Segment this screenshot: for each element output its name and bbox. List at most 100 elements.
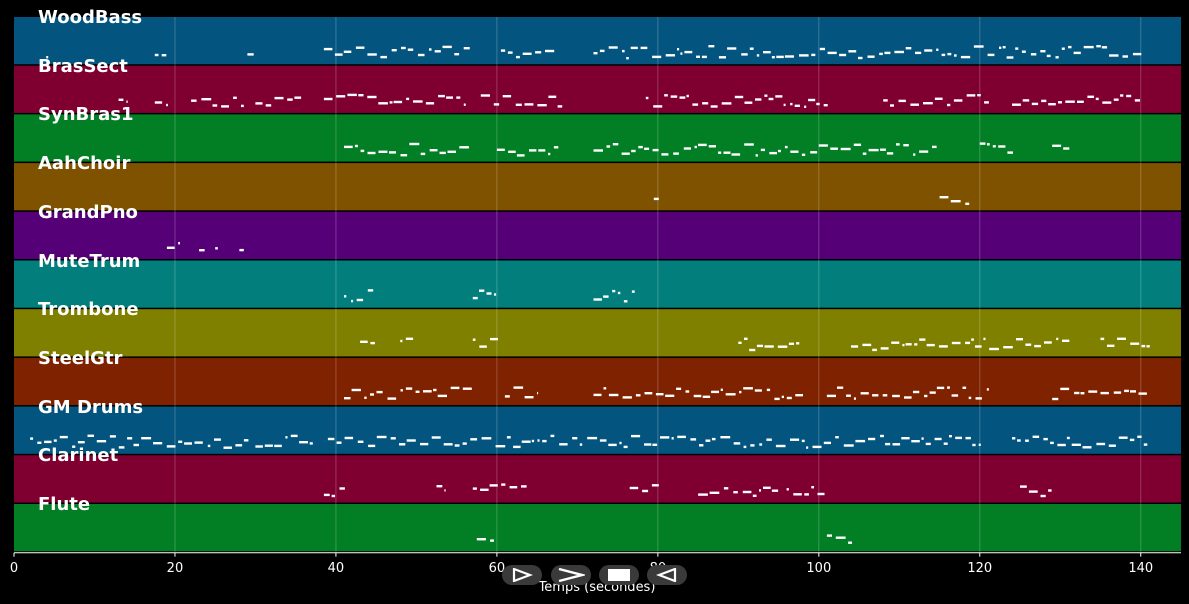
note <box>1057 443 1066 447</box>
note <box>619 441 622 445</box>
note <box>880 434 884 438</box>
note <box>679 96 686 99</box>
play-button[interactable] <box>502 565 542 585</box>
rewind-button[interactable] <box>647 565 687 585</box>
note <box>786 488 789 491</box>
note <box>936 386 945 390</box>
note <box>848 50 857 53</box>
note <box>960 55 971 59</box>
note <box>685 390 690 393</box>
note <box>1137 435 1142 438</box>
track-label: GrandPno <box>38 201 138 223</box>
note <box>1062 339 1070 342</box>
note <box>796 342 800 345</box>
note <box>771 489 779 492</box>
note <box>983 337 986 341</box>
note <box>992 145 996 148</box>
note <box>936 48 939 51</box>
note <box>344 145 353 149</box>
note <box>334 53 343 56</box>
note <box>387 397 397 400</box>
note <box>776 55 784 59</box>
track-notes-2 <box>344 142 1070 157</box>
note <box>693 394 702 398</box>
note <box>1124 389 1129 393</box>
note <box>941 53 946 57</box>
note <box>788 342 794 345</box>
note <box>603 295 609 298</box>
note <box>793 493 802 496</box>
note <box>955 436 962 440</box>
note <box>1117 337 1126 340</box>
note <box>1007 151 1013 154</box>
note <box>409 142 420 146</box>
note <box>652 443 658 446</box>
note <box>504 395 510 398</box>
note <box>894 50 904 54</box>
note <box>1073 51 1081 55</box>
note <box>1077 100 1084 103</box>
note <box>472 338 476 341</box>
note <box>1025 439 1029 442</box>
note <box>1048 103 1056 106</box>
note <box>401 46 406 50</box>
note <box>676 387 682 390</box>
note <box>1063 147 1070 150</box>
note <box>934 437 942 441</box>
note <box>892 394 900 398</box>
note <box>987 53 995 57</box>
note <box>840 147 851 151</box>
note <box>360 340 368 343</box>
note <box>943 442 948 445</box>
note <box>233 96 237 99</box>
note <box>1087 95 1094 98</box>
note <box>855 439 866 443</box>
note <box>1030 53 1037 56</box>
note <box>783 103 786 107</box>
stop-button[interactable] <box>599 565 639 585</box>
note <box>1100 391 1109 395</box>
note <box>53 439 57 442</box>
note <box>665 394 675 397</box>
note <box>376 390 383 394</box>
note <box>490 337 498 341</box>
note <box>212 104 218 107</box>
track-label: GM Drums <box>38 396 144 418</box>
note <box>622 396 632 399</box>
note <box>405 387 413 390</box>
forward-button[interactable] <box>551 565 591 585</box>
note <box>725 393 736 396</box>
note <box>804 493 809 496</box>
note <box>46 56 49 59</box>
note <box>294 96 302 99</box>
note <box>290 434 298 438</box>
note <box>343 50 352 53</box>
track-lane-2 <box>14 114 1181 162</box>
note <box>826 534 832 537</box>
note <box>635 394 641 397</box>
note <box>837 386 844 389</box>
note <box>612 143 619 146</box>
note <box>1120 94 1124 97</box>
note <box>406 97 410 101</box>
note <box>790 150 799 153</box>
note <box>708 145 716 148</box>
note <box>521 485 527 488</box>
note <box>885 442 891 446</box>
note <box>389 151 396 154</box>
note <box>924 394 928 398</box>
note <box>702 395 711 398</box>
note <box>774 397 780 401</box>
note <box>1015 47 1019 50</box>
note <box>96 440 107 443</box>
note <box>709 491 720 494</box>
note <box>705 439 711 442</box>
note <box>811 486 814 489</box>
note <box>433 388 437 392</box>
note <box>794 104 800 107</box>
note <box>351 388 361 392</box>
note <box>480 488 489 491</box>
note <box>835 536 846 539</box>
note <box>405 337 414 340</box>
